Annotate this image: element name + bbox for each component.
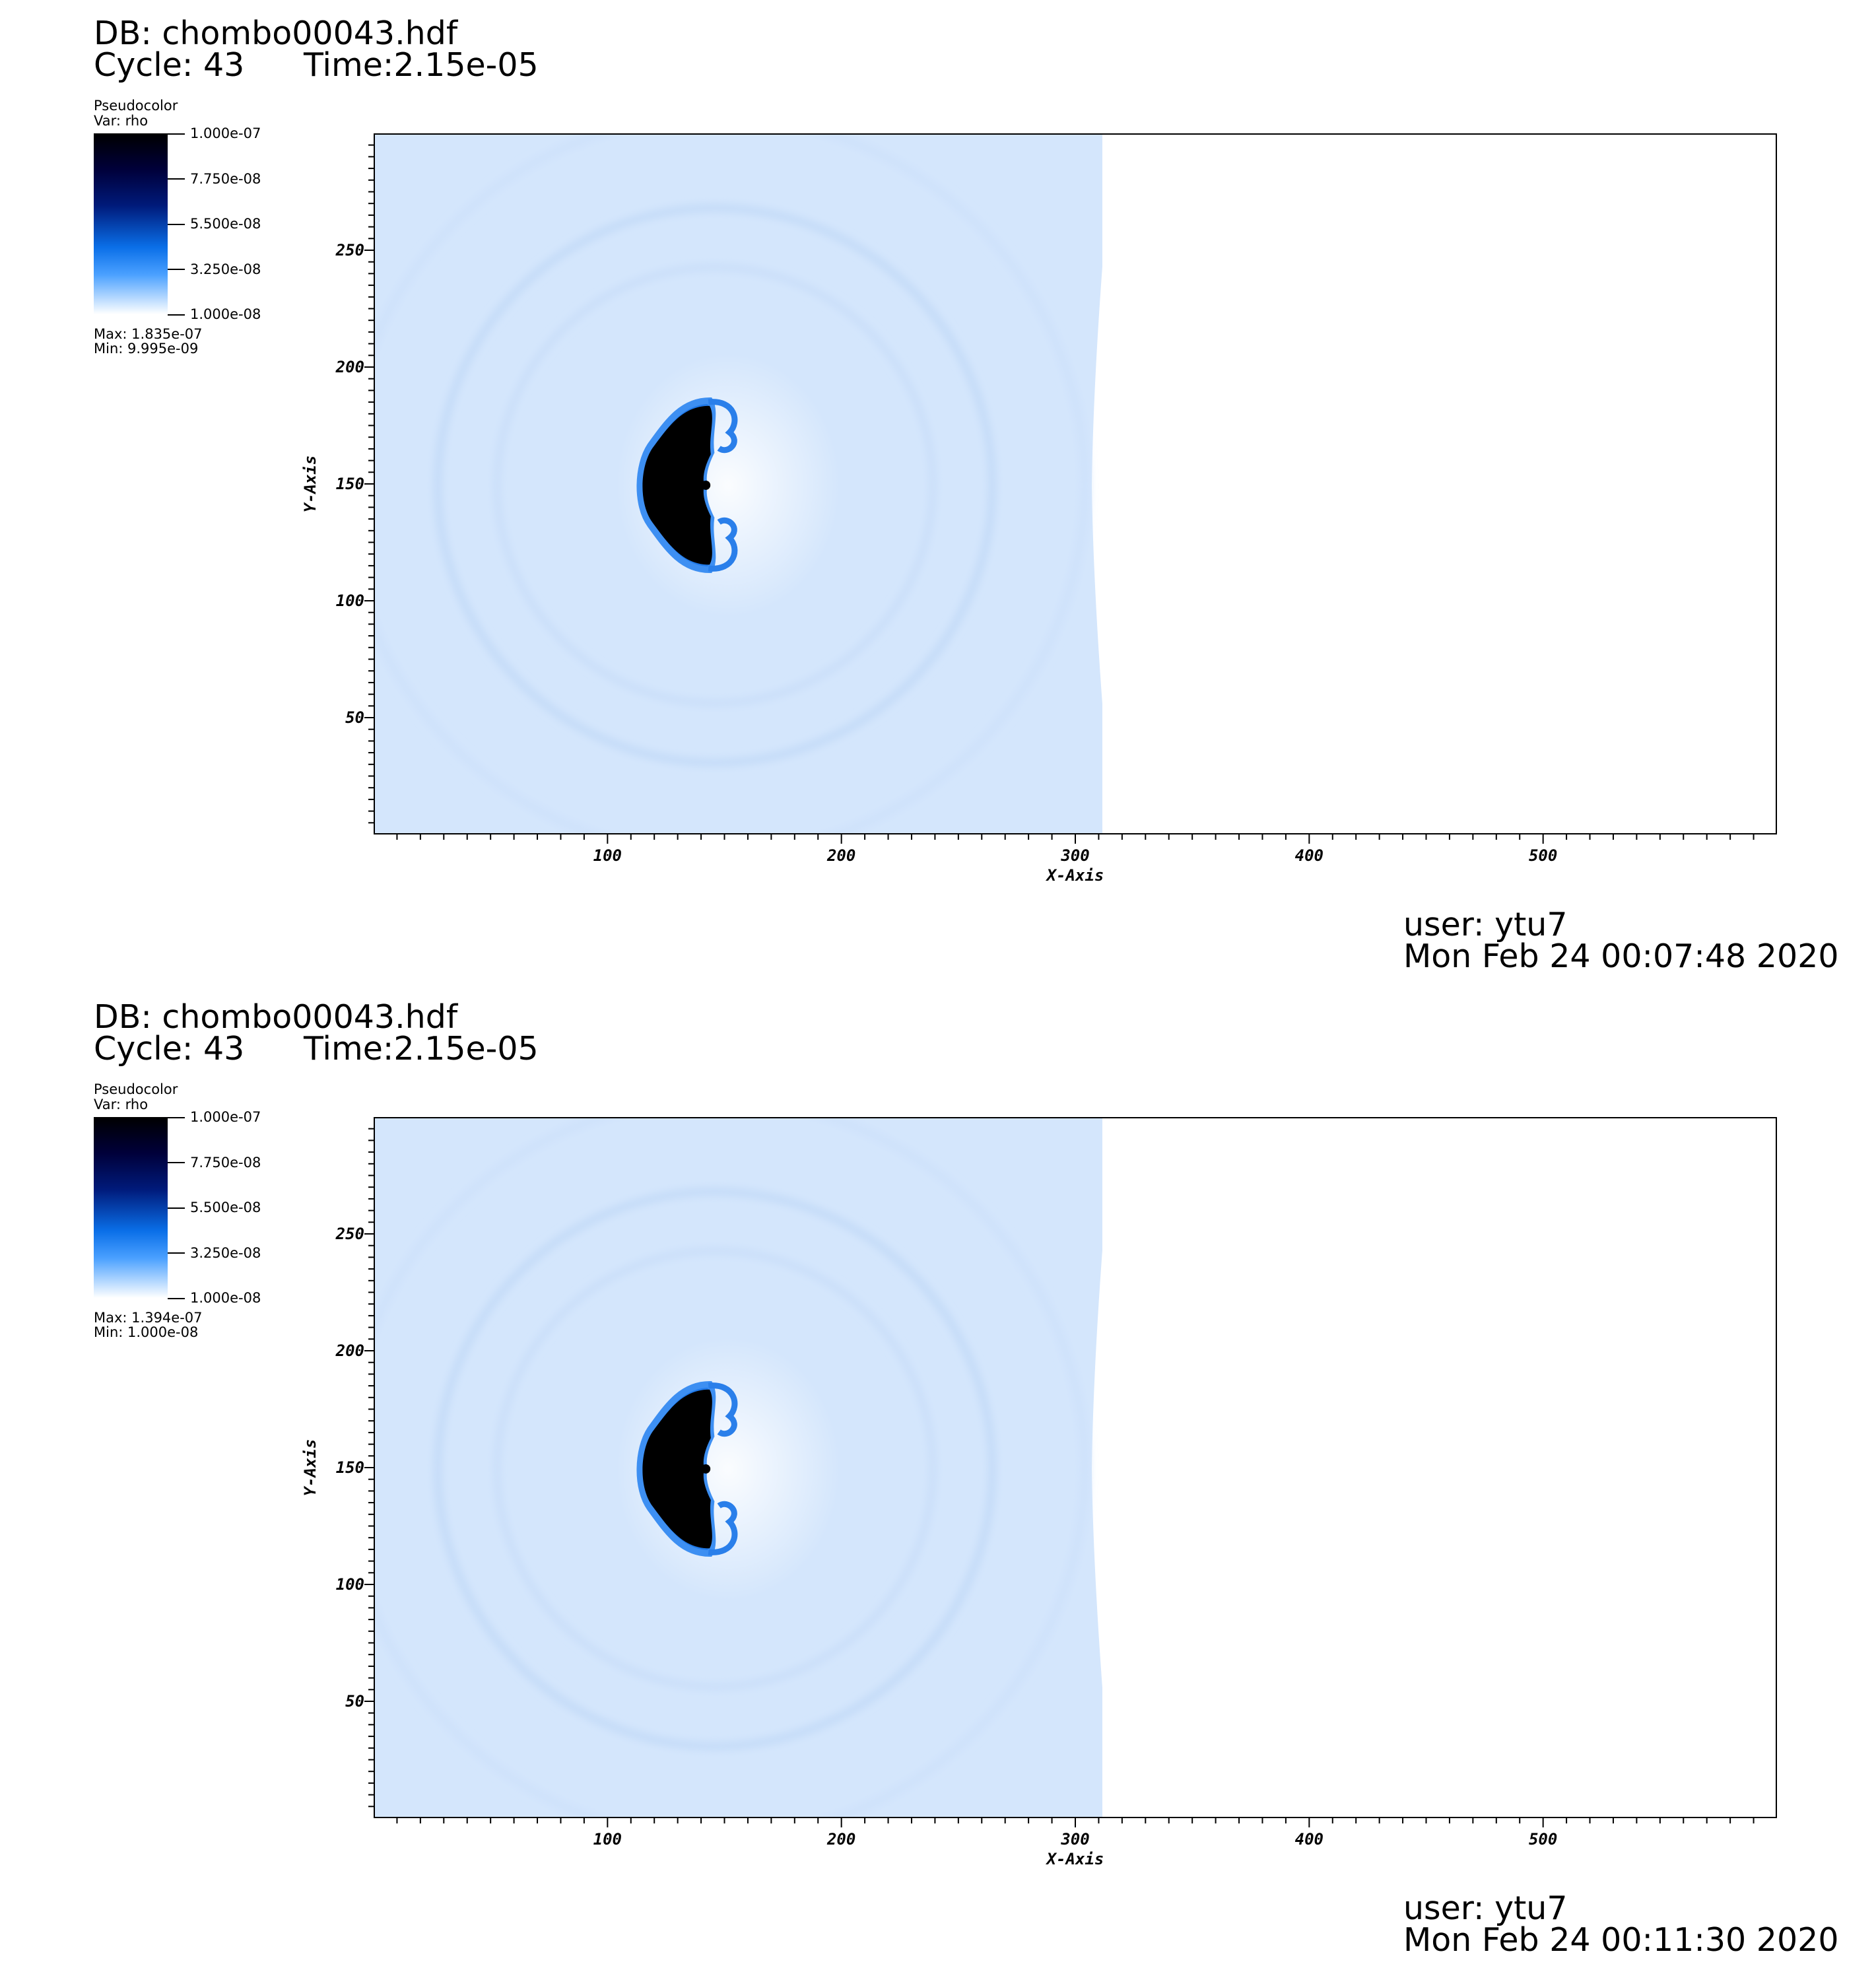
legend-min: Min: 1.000e-08 (94, 1324, 199, 1340)
date-label: Mon Feb 24 00:07:48 2020 (1403, 937, 1839, 975)
visit-window-1: DB: chombo00043.hdf Cycle: 43 Time:2.15e… (0, 0, 1876, 984)
x-tick-label: 200 (826, 846, 855, 865)
color-bar-label: 1.000e-08 (190, 306, 261, 322)
legend-variable: Var: rho (94, 113, 149, 129)
y-axis-title: Y-Axis (301, 456, 319, 513)
time-label: Time:2.15e-05 (304, 1030, 539, 1068)
x-tick-label: 400 (1295, 846, 1323, 865)
date-label: Mon Feb 24 00:11:30 2020 (1403, 1921, 1839, 1959)
plot-area (374, 1117, 1777, 1818)
upper-vortex (708, 1382, 738, 1437)
x-tick-label: 400 (1295, 1830, 1323, 1849)
user-label: user: ytu7 (1403, 906, 1568, 943)
y-tick-label: 200 (335, 1342, 364, 1360)
color-bar (94, 133, 168, 314)
color-bar-label: 5.500e-08 (190, 1200, 261, 1215)
color-bar-label: 1.000e-08 (190, 1290, 261, 1306)
shock-ring (434, 204, 997, 766)
clump-tail (701, 1464, 711, 1474)
y-tick-label: 200 (335, 358, 364, 376)
color-bar-tick (168, 133, 185, 135)
y-tick-label: 100 (336, 592, 364, 610)
x-axis-title: X-Axis (1046, 866, 1104, 885)
color-bar-tick (168, 269, 185, 270)
upper-vortex (708, 399, 738, 454)
x-axis-title: X-Axis (1046, 1850, 1104, 1868)
color-bar-label: 7.750e-08 (190, 1155, 261, 1171)
color-bar-tick (168, 1207, 185, 1209)
cycle-label: Cycle: 43 (94, 46, 245, 84)
x-tick-label: 100 (593, 1830, 622, 1849)
legend-max: Max: 1.394e-07 (94, 1310, 203, 1326)
time-label: Time:2.15e-05 (304, 46, 539, 84)
lower-vortex (708, 1501, 738, 1555)
x-tick-label: 500 (1529, 846, 1557, 865)
database-label: DB: chombo00043.hdf (94, 15, 458, 52)
plot-area (374, 133, 1777, 834)
y-tick-label: 50 (345, 708, 364, 727)
shock-ring (494, 1248, 937, 1690)
database-label: DB: chombo00043.hdf (94, 998, 458, 1036)
x-tick-label: 500 (1529, 1830, 1557, 1849)
shock-ring (434, 1188, 997, 1750)
y-tick-label: 150 (336, 475, 364, 493)
color-bar-tick (168, 224, 185, 225)
color-bar-tick (168, 1162, 185, 1163)
x-tick-label: 300 (1060, 1830, 1089, 1849)
visit-window-2: DB: chombo00043.hdf Cycle: 43 Time:2.15e… (0, 984, 1876, 1967)
y-tick-label: 150 (336, 1458, 364, 1477)
y-tick-label: 100 (336, 1575, 364, 1594)
density-field (375, 1118, 1102, 1817)
x-tick-label: 200 (826, 1830, 855, 1849)
axes: 100 200 300 400 500 50 100 150 200 250 X-Axis Y-Axi… (301, 1128, 1755, 1868)
x-tick-label: 100 (593, 846, 622, 865)
shock-ring (375, 1118, 1090, 1817)
density-field (375, 135, 1102, 833)
legend-title: Pseudocolor (94, 98, 178, 114)
color-bar-tick (168, 1298, 185, 1299)
y-tick-label: 250 (335, 1225, 364, 1243)
shock-ring (375, 135, 1090, 833)
x-tick-label: 300 (1060, 846, 1089, 865)
user-label: user: ytu7 (1403, 1889, 1568, 1927)
color-bar-tick (168, 314, 185, 316)
color-bar-label: 5.500e-08 (190, 216, 261, 232)
y-tick-label: 250 (335, 241, 364, 259)
clump-tail (701, 481, 711, 490)
cycle-label: Cycle: 43 (94, 1030, 245, 1068)
color-bar-label: 1.000e-07 (190, 125, 261, 141)
axes: 100 200 300 400 500 50 100 150 200 250 X-Axis Y-Axi… (301, 144, 1755, 885)
dense-clump (642, 405, 712, 565)
shock-ring (494, 264, 937, 706)
lower-vortex (708, 517, 738, 572)
color-bar-tick (168, 178, 185, 180)
y-axis-title: Y-Axis (301, 1439, 319, 1497)
color-bar-label: 1.000e-07 (190, 1109, 261, 1125)
dense-clump (642, 1389, 712, 1549)
legend-title: Pseudocolor (94, 1081, 178, 1097)
y-tick-label: 50 (345, 1692, 364, 1711)
legend-min: Min: 9.995e-09 (94, 341, 199, 357)
legend-max: Max: 1.835e-07 (94, 326, 203, 342)
color-bar-label: 3.250e-08 (190, 1245, 261, 1261)
color-bar (94, 1117, 168, 1298)
color-bar-label: 7.750e-08 (190, 171, 261, 187)
color-bar-tick (168, 1117, 185, 1118)
legend-variable: Var: rho (94, 1097, 149, 1112)
color-bar-label: 3.250e-08 (190, 261, 261, 277)
color-bar-tick (168, 1252, 185, 1254)
